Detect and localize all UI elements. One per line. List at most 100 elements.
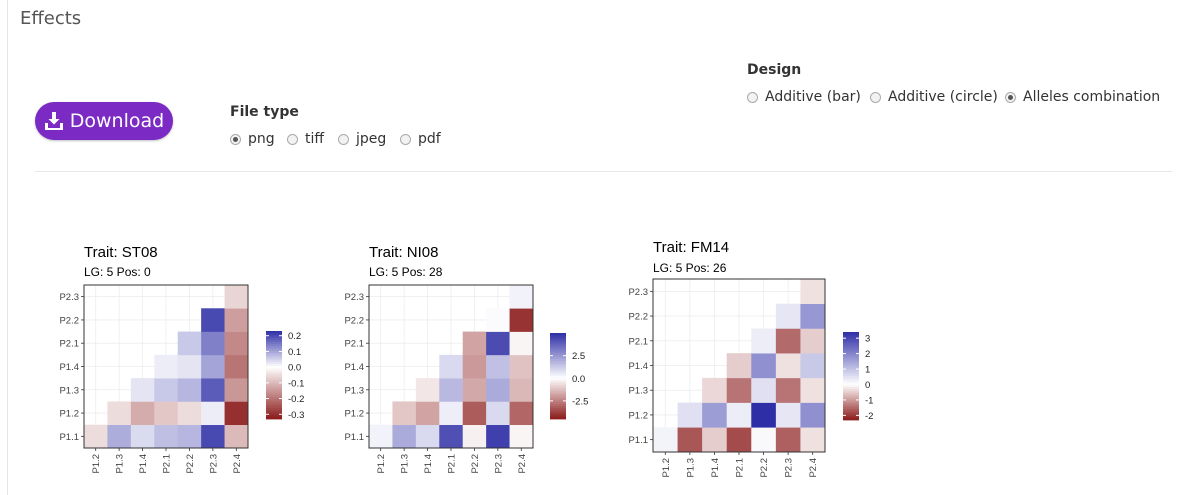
chart1-xtick-P2.1: P2.1 xyxy=(162,454,173,474)
chart1-cell-P2.1-P2.2 xyxy=(177,331,202,356)
chart3-colorbar-label: 2 xyxy=(865,349,870,360)
chart1-colorbar-label: 0.2 xyxy=(288,331,301,342)
chart2-colorbar-segment xyxy=(550,380,566,383)
chart3-colorbar-label: 3 xyxy=(865,334,870,345)
chart2-colorbar-label: -2.5 xyxy=(572,396,588,407)
chart2-cell-P1.2-P1.3 xyxy=(392,401,417,426)
chart1-colorbar-segment xyxy=(266,348,282,352)
chart2-colorbar-segment xyxy=(550,408,566,411)
chart2-cell-P1.1-P1.3 xyxy=(392,424,417,449)
chart3-colorbar-segment xyxy=(843,369,859,372)
chart3-cell-P1.1-P1.2 xyxy=(653,427,678,453)
chart3-xtick-P2.3: P2.3 xyxy=(784,458,795,478)
chart3-cell-P1.1-P2.1 xyxy=(726,427,752,453)
radio-tiff-circle[interactable] xyxy=(287,133,298,145)
chart1-cell-P1.1-P2.4 xyxy=(224,424,249,449)
chart3-xtick-P2.1: P2.1 xyxy=(735,458,746,478)
chart2-colorbar-segment xyxy=(550,397,566,401)
chart1-colorbar-segment xyxy=(266,368,282,371)
chart1-colorbar-segment xyxy=(266,401,282,404)
chart2-colorbar-segment xyxy=(550,376,566,379)
radio-alleles-combination[interactable]: Alleles combination xyxy=(1005,89,1160,105)
chart3-colorbar-segment xyxy=(843,406,859,410)
chart2-cell-P1.2-P2.3 xyxy=(486,401,510,426)
chart3-cell-P1.1-P2.3 xyxy=(775,427,801,453)
radio-jpeg[interactable]: jpeg xyxy=(338,131,386,147)
chart3-colorbar-segment xyxy=(843,398,859,401)
chart2-colorbar-segment xyxy=(550,410,566,413)
chart1-colorbar-segment xyxy=(266,388,282,391)
chart3-colorbar-segment xyxy=(843,332,859,335)
design-label: Design xyxy=(747,62,802,78)
chart2-cell-P2.1-P2.3 xyxy=(486,331,510,356)
chart2-cell-P1.3-P2.4 xyxy=(509,378,534,402)
chart1-xtick-P1.4: P1.4 xyxy=(138,454,149,474)
chart2-colorbar-segment xyxy=(550,367,566,370)
chart3-cell-P1.1-P2.2 xyxy=(751,427,777,453)
chart3-cell-P2.2-P2.3 xyxy=(775,303,801,329)
chart3-cell-P1.2-P2.1 xyxy=(726,402,752,428)
chart2-colorbar-segment xyxy=(550,339,566,342)
chart3-cell-P1.3-P2.3 xyxy=(775,377,801,403)
chart2-colorbar-segment xyxy=(550,386,566,390)
chart3-colorbar-segment xyxy=(843,347,859,350)
chart1-cell-P1.4-P2.4 xyxy=(224,354,249,379)
chart3-colorbar-segment xyxy=(843,373,859,377)
chart2-ytick-P1.4: P1.4 xyxy=(344,362,364,373)
chart3-colorbar-segment xyxy=(843,415,859,419)
chart2-cell-P1.3-P2.1 xyxy=(439,378,464,402)
chart2-colorbar-segment xyxy=(550,373,566,377)
chart1-colorbar-segment xyxy=(266,410,282,413)
radio-additive-bar-circle[interactable] xyxy=(747,91,758,103)
chart1-cell-P1.1-P1.4 xyxy=(130,424,155,449)
chart1-cell-P1.3-P1.4 xyxy=(130,378,155,402)
chart3-colorbar-segment xyxy=(843,358,859,361)
chart1-colorbar-segment xyxy=(266,372,282,376)
radio-additive-circle-circle[interactable] xyxy=(870,91,881,103)
radio-additive-circle[interactable]: Additive (circle) xyxy=(870,89,998,105)
chart2-cell-P1.4-P2.1 xyxy=(439,354,464,379)
chart2-colorbar-segment xyxy=(550,335,566,338)
radio-pdf[interactable]: pdf xyxy=(400,131,441,147)
chart1-cell-P2.1-P2.4 xyxy=(224,331,249,356)
chart1-colorbar-segment xyxy=(266,408,282,411)
chart3-colorbar-segment xyxy=(843,395,859,399)
chart2-colorbar-segment xyxy=(550,403,566,407)
radio-pdf-circle[interactable] xyxy=(400,133,411,145)
download-button[interactable]: Download xyxy=(35,102,173,140)
chart1-colorbar-segment xyxy=(266,377,282,380)
chart1-cell-P1.1-P2.1 xyxy=(154,424,179,449)
chart1-colorbar-segment xyxy=(266,335,282,338)
chart2-ytick-P1.1: P1.1 xyxy=(344,432,364,443)
chart1-colorbar-segment xyxy=(266,370,282,374)
chart2-xtick-P1.3: P1.3 xyxy=(400,454,411,474)
chart1-xtick-P2.3: P2.3 xyxy=(208,454,219,474)
chart2-cell-P1.1-P1.4 xyxy=(415,424,440,449)
download-icon xyxy=(44,112,63,130)
radio-additive-bar[interactable]: Additive (bar) xyxy=(747,89,861,105)
chart2-ytick-P2.3: P2.3 xyxy=(344,292,364,303)
chart3-colorbar-segment xyxy=(843,367,859,370)
chart1-cell-P1.2-P2.2 xyxy=(177,401,202,426)
chart2-cell-P1.1-P1.2 xyxy=(369,424,393,449)
radio-png-circle[interactable] xyxy=(230,133,241,145)
chart3-colorbar-label: -1 xyxy=(865,395,873,406)
radio-alleles-combination-circle[interactable] xyxy=(1005,91,1016,103)
chart1-xtick-P2.4: P2.4 xyxy=(232,454,243,474)
chart1-colorbar-segment xyxy=(266,355,282,358)
chart2-cell-P1.1-P2.3 xyxy=(486,424,510,449)
chart2-cell-P2.2-P2.4 xyxy=(509,308,534,332)
chart2-cell-P1.3-P2.2 xyxy=(462,378,487,402)
radio-tiff[interactable]: tiff xyxy=(287,131,324,147)
radio-jpeg-circle[interactable] xyxy=(338,133,349,145)
chart2-colorbar-segment xyxy=(550,399,566,403)
chart1-cell-P1.1-P2.2 xyxy=(177,424,202,449)
chart2-colorbar-segment xyxy=(550,369,566,373)
chart1-colorbar-label: 0.1 xyxy=(288,347,301,358)
chart2-colorbar-segment xyxy=(550,412,566,416)
chart3-colorbar-segment xyxy=(843,384,859,388)
radio-png[interactable]: png xyxy=(230,131,275,147)
chart2-colorbar-segment xyxy=(550,333,566,336)
chart3-colorbar-segment xyxy=(843,360,859,364)
chart3-title: Trait: FM14 xyxy=(653,239,729,256)
